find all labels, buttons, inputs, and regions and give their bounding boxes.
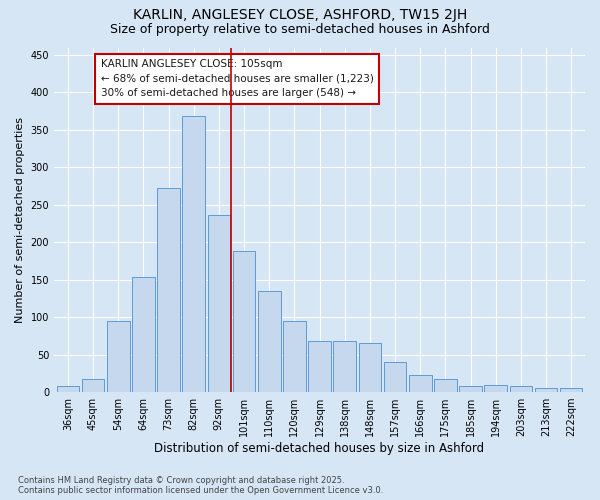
Bar: [157, 188, 180, 392]
Bar: [535, 388, 557, 392]
Bar: [82, 378, 104, 392]
Bar: [308, 341, 331, 392]
Bar: [233, 252, 256, 392]
Bar: [359, 344, 381, 392]
Bar: [409, 375, 431, 392]
Bar: [509, 386, 532, 392]
Bar: [434, 380, 457, 392]
Bar: [182, 116, 205, 392]
Text: Size of property relative to semi-detached houses in Ashford: Size of property relative to semi-detach…: [110, 22, 490, 36]
Y-axis label: Number of semi-detached properties: Number of semi-detached properties: [15, 117, 25, 323]
Bar: [132, 278, 155, 392]
Bar: [107, 321, 130, 392]
Bar: [283, 321, 305, 392]
Text: KARLIN ANGLESEY CLOSE: 105sqm
← 68% of semi-detached houses are smaller (1,223)
: KARLIN ANGLESEY CLOSE: 105sqm ← 68% of s…: [101, 58, 373, 98]
Bar: [334, 341, 356, 392]
Bar: [208, 214, 230, 392]
Bar: [459, 386, 482, 392]
Bar: [258, 291, 281, 392]
Bar: [560, 388, 583, 392]
Bar: [484, 384, 507, 392]
Text: Contains HM Land Registry data © Crown copyright and database right 2025.
Contai: Contains HM Land Registry data © Crown c…: [18, 476, 383, 495]
Bar: [383, 362, 406, 392]
Text: KARLIN, ANGLESEY CLOSE, ASHFORD, TW15 2JH: KARLIN, ANGLESEY CLOSE, ASHFORD, TW15 2J…: [133, 8, 467, 22]
X-axis label: Distribution of semi-detached houses by size in Ashford: Distribution of semi-detached houses by …: [154, 442, 485, 455]
Bar: [56, 386, 79, 392]
